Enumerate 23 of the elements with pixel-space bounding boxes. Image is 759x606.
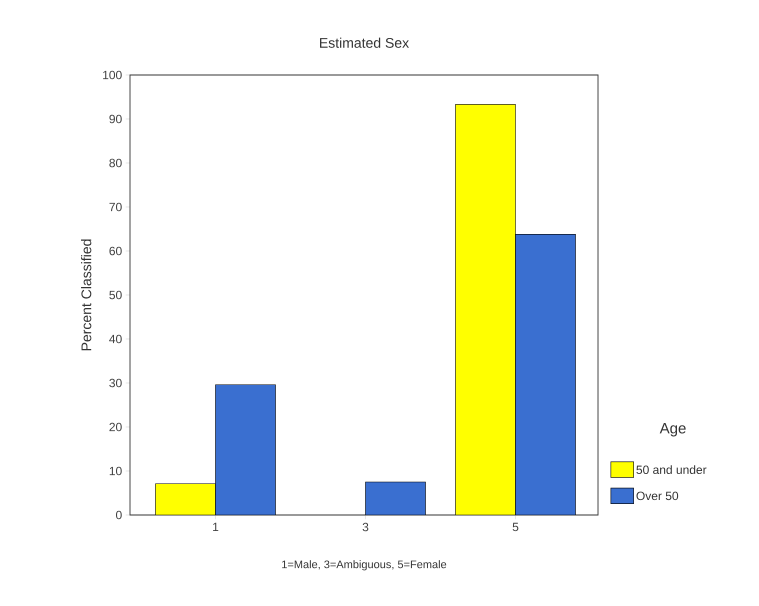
bar: [365, 482, 426, 515]
y-tick-label: 100: [103, 70, 122, 80]
y-tick-label: 80: [109, 158, 122, 168]
y-tick-label: 0: [116, 510, 122, 520]
legend-label: Over 50: [636, 492, 678, 500]
y-tick-label: 90: [109, 114, 122, 124]
x-tick-label: 3: [362, 522, 368, 532]
bar: [155, 483, 216, 515]
chart-title: Estimated Sex: [320, 38, 409, 48]
y-tick-label: 40: [109, 334, 122, 344]
x-tick-label: 5: [512, 522, 518, 532]
legend-label: 50 and under: [636, 465, 706, 474]
y-axis-title: Percent Classified: [81, 240, 92, 350]
y-tick-label: 70: [109, 202, 122, 212]
x-axis-title: 1=Male, 3=Ambiguous, 5=Female: [282, 560, 446, 570]
y-tick-label: 20: [109, 422, 122, 432]
y-tick-label: 10: [110, 466, 122, 476]
bar: [455, 104, 516, 515]
y-tick-label: 60: [109, 246, 122, 256]
x-tick-label: 1: [213, 522, 218, 532]
y-tick-label: 50: [109, 290, 122, 300]
y-tick-label: 30: [109, 378, 122, 388]
legend-title: Age: [660, 423, 686, 436]
